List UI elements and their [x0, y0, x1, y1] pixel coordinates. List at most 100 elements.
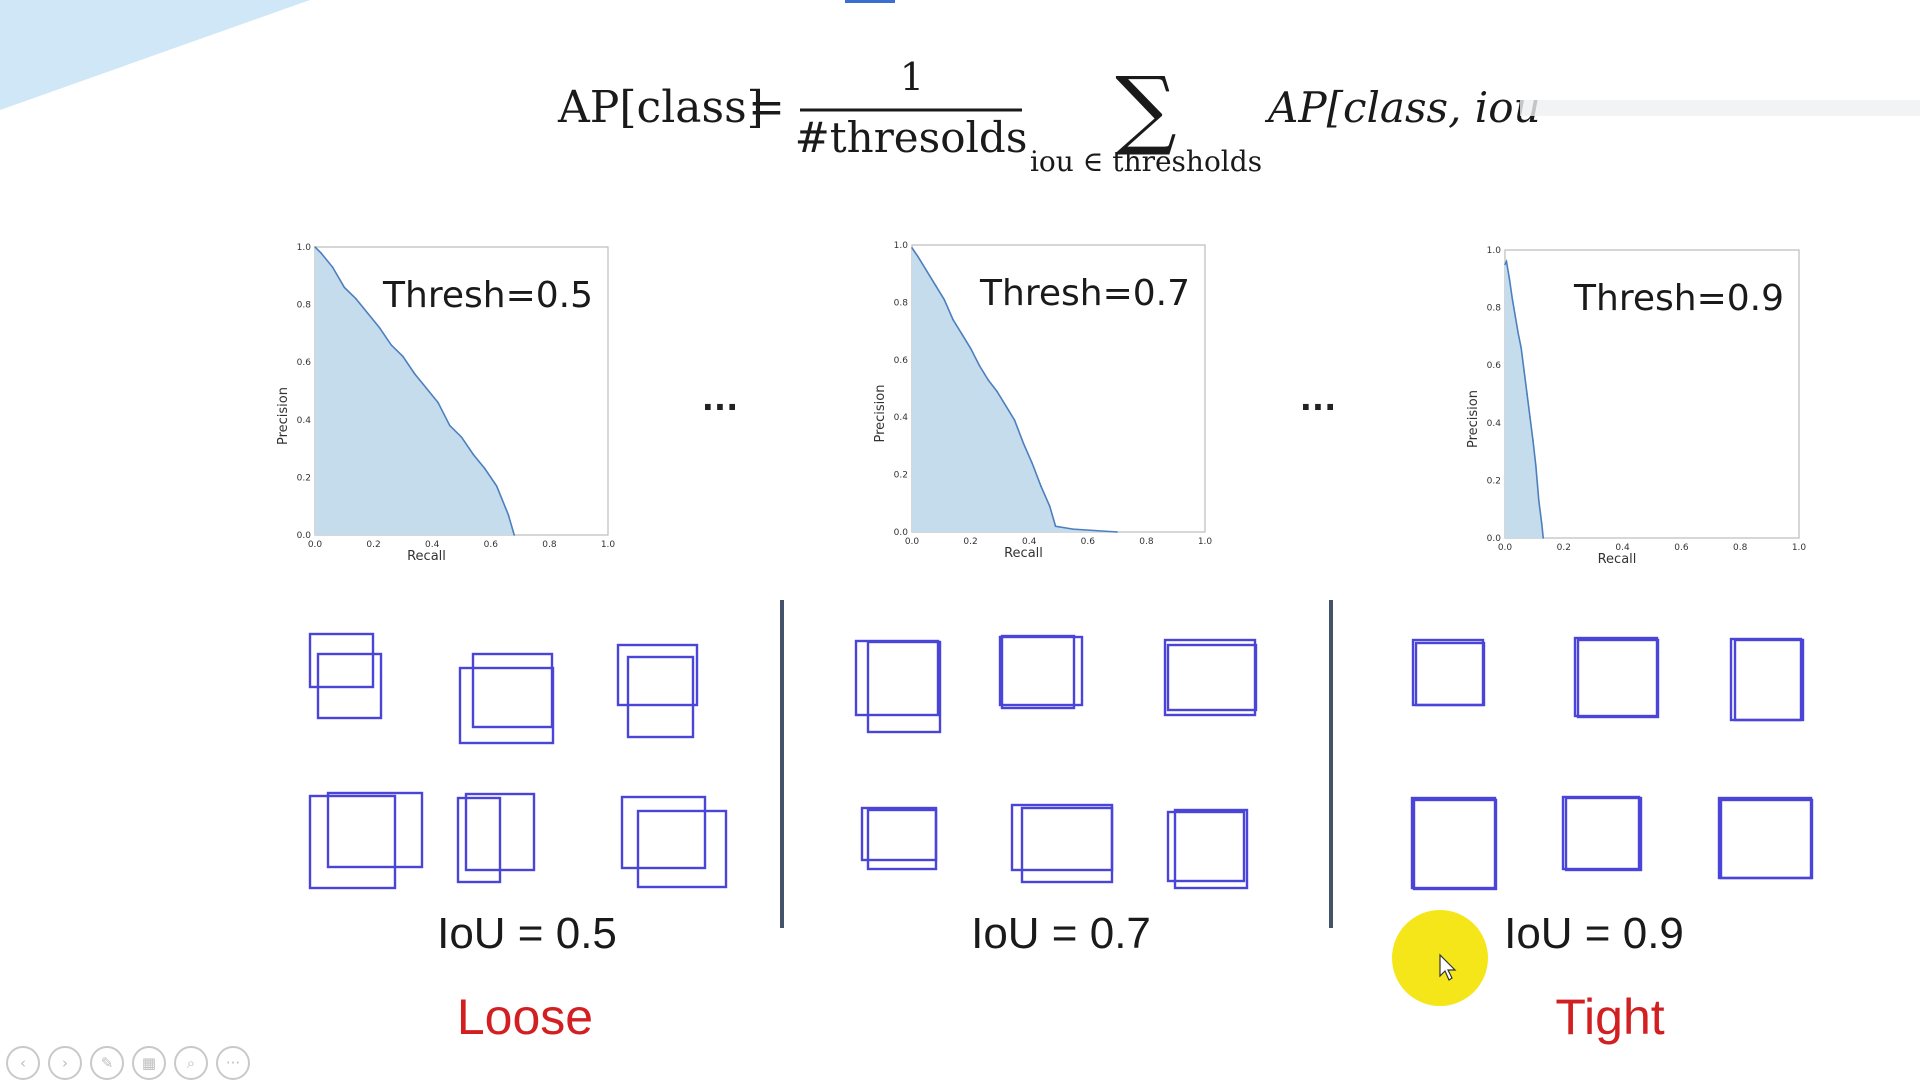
pr-point — [996, 390, 998, 393]
ground-truth-box — [1166, 810, 1246, 883]
formula-denominator: #thresolds — [795, 113, 1028, 162]
pr-point — [1031, 462, 1033, 464]
ground-truth-box — [456, 796, 502, 884]
previous-slide-button[interactable]: ‹ — [6, 1046, 40, 1080]
y-tick-label: 0.6 — [894, 356, 909, 366]
x-tick-label: 0.8 — [1139, 537, 1154, 547]
x-tick-label: 0.6 — [484, 540, 499, 550]
box-pair — [616, 643, 699, 739]
pr-point — [437, 401, 439, 404]
predicted-box — [1020, 806, 1114, 884]
sum-subscript: iou ∈ thresholds — [1030, 145, 1262, 178]
box-pair — [458, 652, 555, 745]
y-axis-label: Precision — [1466, 390, 1481, 448]
x-tick-label: 0.2 — [1557, 543, 1571, 553]
pr-point — [987, 379, 989, 381]
pr-point — [331, 266, 334, 268]
formula-numerator: 1 — [900, 55, 924, 99]
next-slide-button[interactable]: › — [48, 1046, 82, 1080]
x-tick-label: 0.4 — [1022, 537, 1037, 547]
pr-point — [355, 298, 357, 300]
mouse-cursor-icon — [1439, 953, 1457, 981]
pr-point — [378, 326, 381, 329]
pr-point — [1514, 315, 1517, 318]
chart-title: Thresh=0.5 — [382, 275, 593, 316]
next-slide-icon: › — [62, 1054, 68, 1072]
box-pair — [1573, 636, 1660, 719]
predicted-box — [1166, 643, 1258, 712]
y-tick-label: 0.0 — [1487, 534, 1502, 544]
y-tick-label: 0.2 — [894, 471, 908, 481]
pr-point — [472, 453, 475, 456]
box-pair — [1166, 808, 1249, 890]
pr-point — [1004, 404, 1007, 407]
y-tick-label: 0.0 — [894, 528, 909, 538]
x-axis-label: Recall — [1598, 552, 1637, 567]
pr-chart-1: 0.0 0.2 0.4 0.6 0.8 1.0 0.0 0.2 0.4 0.6 0.8 1.0 Reca… — [276, 243, 615, 564]
slide-sorter-icon: ▦ — [141, 1054, 157, 1072]
box-pair — [1411, 638, 1486, 707]
y-tick-label: 0.8 — [1487, 304, 1502, 314]
ap-formula: AP[class] = 1 #thresolds ∑ iou ∈ thresho… — [557, 55, 1920, 178]
pr-point — [1540, 522, 1543, 525]
pr-point — [448, 424, 451, 427]
formula-lhs: AP[class] — [557, 82, 764, 133]
pr-point — [1508, 278, 1511, 280]
box-group-iou-0.7 — [854, 634, 1258, 890]
pr-point — [952, 318, 954, 321]
pr-point — [507, 514, 510, 516]
pr-point — [1072, 528, 1074, 530]
pr-point — [1526, 393, 1528, 395]
y-axis-label: Precision — [873, 384, 888, 442]
pr-point — [1505, 260, 1508, 263]
box-pair — [456, 792, 536, 884]
box-pair — [1163, 638, 1258, 717]
ground-truth-box — [1163, 638, 1257, 717]
predicted-box — [866, 808, 938, 871]
predicted-box — [1564, 796, 1643, 872]
ground-truth-box — [620, 795, 707, 870]
pr-point — [943, 298, 946, 301]
pr-chart-2: 0.0 0.2 0.4 0.6 0.8 1.0 0.0 0.2 0.4 0.6 0.8 1.0 Reca… — [873, 241, 1212, 561]
y-tick-label: 0.6 — [297, 358, 312, 368]
x-axis-label: Recall — [407, 549, 446, 564]
pr-point — [1040, 485, 1042, 487]
pr-point — [911, 247, 913, 249]
zoom-button[interactable]: ⌕ — [174, 1046, 208, 1080]
iou-label-2: IoU = 0.7 — [971, 909, 1151, 958]
predicted-box — [1414, 641, 1486, 707]
y-tick-label: 0.0 — [297, 531, 312, 541]
iou-label-1: IoU = 0.5 — [437, 909, 617, 958]
more-options-button[interactable]: ··· — [216, 1046, 250, 1080]
pr-charts: 0.0 0.2 0.4 0.6 0.8 1.0 0.0 0.2 0.4 0.6 0.8 1.0 Reca… — [276, 241, 1806, 567]
ellipsis-2: ... — [1300, 380, 1336, 418]
y-tick-label: 1.0 — [894, 241, 909, 251]
predicted-box — [626, 655, 695, 739]
pr-curve-line — [911, 247, 1118, 533]
caption-loose: Loose — [457, 989, 593, 1045]
ground-truth-box — [1411, 638, 1485, 707]
pen-tool-icon: ✎ — [100, 1054, 114, 1072]
box-pair — [1410, 796, 1498, 891]
pr-chart-3: 0.0 0.2 0.4 0.6 0.8 1.0 0.0 0.2 0.4 0.6 0.8 1.0 Reca… — [1466, 246, 1806, 567]
x-tick-label: 0.6 — [1081, 537, 1096, 547]
pr-point — [513, 534, 516, 536]
x-tick-label: 0.2 — [963, 537, 977, 547]
x-axis-label: Recall — [1004, 546, 1043, 561]
pr-point — [484, 467, 486, 470]
predicted-box — [1412, 798, 1498, 891]
box-pair — [1561, 795, 1643, 872]
slide-sorter-button[interactable]: ▦ — [132, 1046, 166, 1080]
x-tick-label: 0.4 — [425, 540, 440, 550]
ground-truth-box — [1561, 795, 1641, 871]
pr-point — [402, 355, 404, 358]
ground-truth-box — [308, 794, 397, 890]
pr-point — [495, 485, 498, 487]
pr-point — [917, 255, 919, 258]
y-tick-label: 0.8 — [894, 298, 909, 308]
predicted-box — [471, 652, 554, 729]
formula-rhs: AP[class, iou — [1264, 83, 1541, 132]
pen-tool-button[interactable]: ✎ — [90, 1046, 124, 1080]
corner-accent-shape — [0, 0, 310, 110]
